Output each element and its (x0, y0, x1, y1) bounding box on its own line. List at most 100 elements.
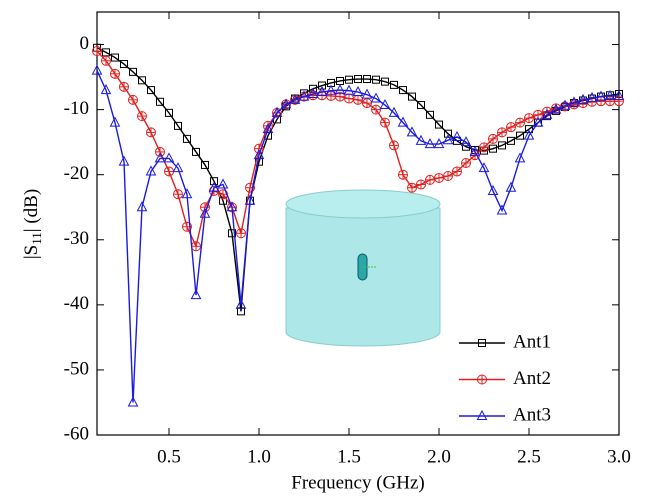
marker-triangle (262, 123, 274, 134)
marker-triangle (532, 116, 544, 127)
y-tick-label: -20 (64, 163, 89, 184)
point-marker (156, 97, 164, 106)
point-marker (550, 103, 562, 114)
marker-triangle (424, 138, 436, 149)
point-marker (354, 75, 362, 84)
x-tick-label: 1.0 (247, 446, 271, 467)
point-marker (424, 138, 436, 149)
marker-triangle (316, 85, 328, 97)
marker-square (138, 76, 146, 85)
point-marker (236, 228, 246, 239)
marker-triangle (586, 91, 598, 102)
point-marker (244, 194, 256, 205)
point-marker (416, 179, 426, 190)
marker-square (174, 121, 182, 130)
marker-triangle (271, 106, 283, 117)
marker-triangle (559, 99, 571, 110)
point-marker (417, 101, 425, 110)
marker-triangle (289, 93, 301, 104)
point-marker (532, 116, 544, 127)
point-marker (120, 60, 128, 69)
marker-triangle (244, 194, 256, 205)
marker-triangle (181, 188, 193, 199)
marker-square (417, 101, 425, 110)
point-marker (100, 84, 112, 95)
point-marker (515, 117, 525, 128)
x-tick-label: 3.0 (607, 446, 631, 467)
point-marker (316, 85, 328, 97)
marker-square (111, 53, 119, 62)
x-axis-label: Frequency (GHz) (291, 472, 424, 493)
y-tick-label: -40 (64, 293, 89, 314)
y-tick-label: -30 (64, 228, 89, 249)
point-marker (415, 134, 427, 145)
point-marker (164, 166, 174, 177)
point-marker (507, 136, 515, 145)
point-marker (318, 81, 326, 90)
point-marker (524, 113, 534, 124)
point-marker (461, 157, 471, 168)
point-marker (406, 126, 418, 137)
point-marker (604, 89, 616, 100)
marker-triangle (226, 201, 238, 212)
marker-square (372, 75, 380, 84)
marker-square (516, 131, 524, 140)
point-marker (425, 174, 435, 185)
y-tick-label: -60 (64, 423, 89, 444)
point-marker (127, 396, 139, 407)
point-marker (397, 116, 409, 127)
point-marker (363, 75, 371, 84)
y-label-part: |S (21, 245, 42, 259)
point-marker (271, 106, 283, 117)
point-marker (128, 94, 138, 105)
point-marker (137, 111, 147, 122)
point-marker (353, 94, 363, 105)
point-marker (307, 87, 319, 98)
point-marker (154, 152, 166, 163)
marker-triangle (145, 165, 157, 176)
marker-square (525, 125, 533, 134)
point-marker (488, 133, 498, 144)
y-tick-label: -50 (64, 358, 89, 379)
y-tick-label: -10 (64, 98, 89, 119)
point-marker (389, 140, 399, 151)
marker-triangle (505, 181, 517, 192)
point-marker (452, 166, 462, 177)
y-tick-label: 0 (80, 33, 90, 54)
point-marker (352, 85, 364, 97)
point-marker (408, 92, 416, 101)
marker-triangle (478, 162, 490, 173)
marker-triangle (100, 84, 112, 95)
point-marker (595, 90, 607, 101)
point-marker (505, 181, 517, 192)
marker-square (201, 160, 209, 169)
marker-triangle (476, 409, 488, 420)
point-marker (119, 81, 129, 92)
point-marker (435, 120, 443, 129)
x-tick-label: 2.5 (517, 446, 541, 467)
point-marker (344, 93, 354, 104)
point-marker (443, 170, 453, 181)
marker-triangle (379, 98, 391, 110)
marker-triangle (568, 96, 580, 107)
point-marker (165, 108, 173, 117)
point-marker (325, 84, 337, 95)
point-marker (489, 144, 497, 153)
marker-square (120, 60, 128, 69)
point-marker (516, 131, 524, 140)
point-marker (163, 152, 175, 163)
point-marker (479, 142, 489, 153)
point-marker (372, 75, 380, 84)
point-marker (326, 90, 336, 101)
marker-triangle (388, 106, 400, 117)
marker-square (345, 75, 353, 84)
point-marker (577, 93, 589, 104)
marker-triangle (352, 85, 364, 97)
point-marker (541, 108, 553, 119)
point-marker (444, 129, 452, 138)
point-marker (138, 76, 146, 85)
marker-triangle (298, 90, 310, 101)
marker-triangle (307, 87, 319, 98)
